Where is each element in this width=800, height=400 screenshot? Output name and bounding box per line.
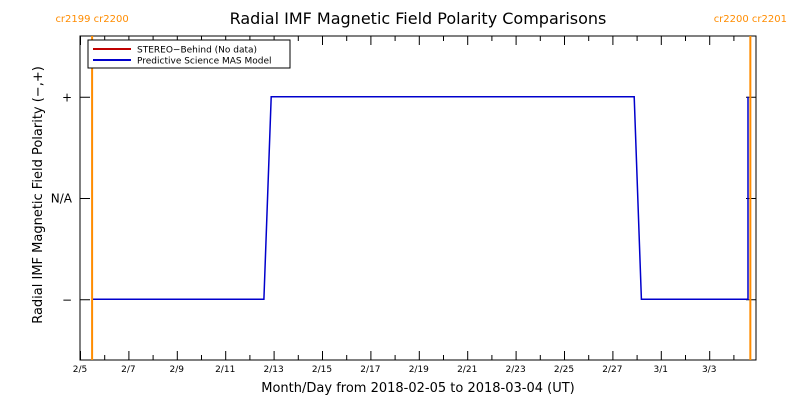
legend-box bbox=[87, 39, 291, 69]
y-axis-label: Radial IMF Magnetic Field Polarity (−,+) bbox=[31, 66, 46, 324]
x-tick-label: 2/19 bbox=[409, 365, 429, 375]
x-tick-label: 2/11 bbox=[215, 365, 235, 375]
x-tick-label: 2/9 bbox=[170, 365, 185, 375]
legend-label: Predictive Science MAS Model bbox=[137, 57, 272, 67]
x-axis-label: Month/Day from 2018-02-05 to 2018-03-04 … bbox=[261, 381, 574, 396]
x-tick-label: 3/1 bbox=[654, 365, 668, 375]
y-tick-label: + bbox=[62, 90, 72, 104]
x-tick-label: 2/15 bbox=[312, 365, 332, 375]
chart-title: Radial IMF Magnetic Field Polarity Compa… bbox=[230, 9, 607, 28]
x-tick-label: 2/13 bbox=[263, 365, 283, 375]
x-tick-label: 2/21 bbox=[457, 365, 477, 375]
carrington-marker-label: cr2199 cr2200 bbox=[55, 14, 128, 25]
x-tick-label: 2/17 bbox=[360, 365, 380, 375]
x-tick-label: 2/25 bbox=[554, 365, 574, 375]
carrington-marker-label: cr2200 cr2201 bbox=[714, 14, 787, 25]
plot-area: 2/5 2/7 2/9 2/11 2/13 2/15 2/17 2/19 2/21 2/23 2/2… bbox=[51, 14, 787, 375]
plot-frame bbox=[79, 35, 757, 361]
x-tick-label: 2/27 bbox=[602, 365, 622, 375]
x-tick-label: 2/5 bbox=[73, 365, 87, 375]
y-tick-label: N/A bbox=[51, 192, 73, 206]
x-tick-label: 2/23 bbox=[505, 365, 525, 375]
legend-label: STEREO−Behind (No data) bbox=[137, 46, 257, 56]
y-tick-label: − bbox=[62, 293, 72, 307]
x-tick-label: 2/7 bbox=[121, 365, 135, 375]
x-tick-label: 3/3 bbox=[702, 365, 716, 375]
series-line-1 bbox=[92, 96, 749, 301]
